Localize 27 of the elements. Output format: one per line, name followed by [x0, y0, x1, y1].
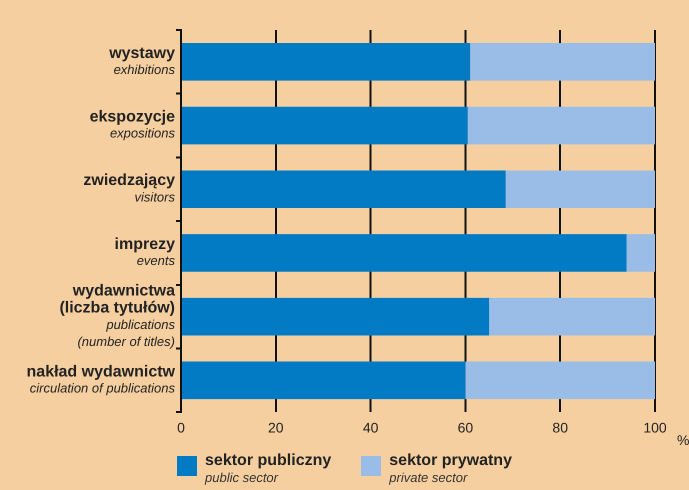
y-tick-label: wydawnictwa (liczba tytułów) publications (number of titles): [59, 282, 176, 349]
bar: [182, 298, 490, 336]
bar: [468, 106, 655, 144]
legend-label: sektor prywatny private sector: [389, 452, 512, 485]
bar: [465, 362, 655, 400]
x-axis-title: %: [677, 432, 689, 448]
x-tick-label: 100: [643, 419, 667, 436]
y-tick-label: zwiedzający visitors: [83, 172, 176, 204]
bar: [182, 106, 468, 144]
bar: [626, 234, 655, 272]
bar: [182, 170, 506, 208]
x-tick-label: 20: [268, 419, 284, 436]
x-tick-label: 60: [458, 419, 474, 436]
bar: [182, 234, 627, 272]
bar: [182, 362, 466, 400]
bar: [489, 298, 655, 336]
x-tick-label: 0: [177, 419, 186, 436]
x-tick-label: 80: [552, 419, 568, 436]
bar: [182, 43, 470, 81]
y-tick-label: nakład wydawnictw circulation of publications: [26, 363, 176, 396]
bar: [506, 170, 655, 208]
x-tick-label: 40: [362, 419, 379, 436]
y-tick-label: ekspozycje expositions: [90, 108, 176, 141]
bar: [470, 43, 655, 81]
legend-label: sektor publiczny public sector: [205, 452, 332, 485]
y-tick-label: wystawy exhibitions: [108, 44, 176, 77]
y-tick-label: imprezy events: [114, 236, 176, 268]
